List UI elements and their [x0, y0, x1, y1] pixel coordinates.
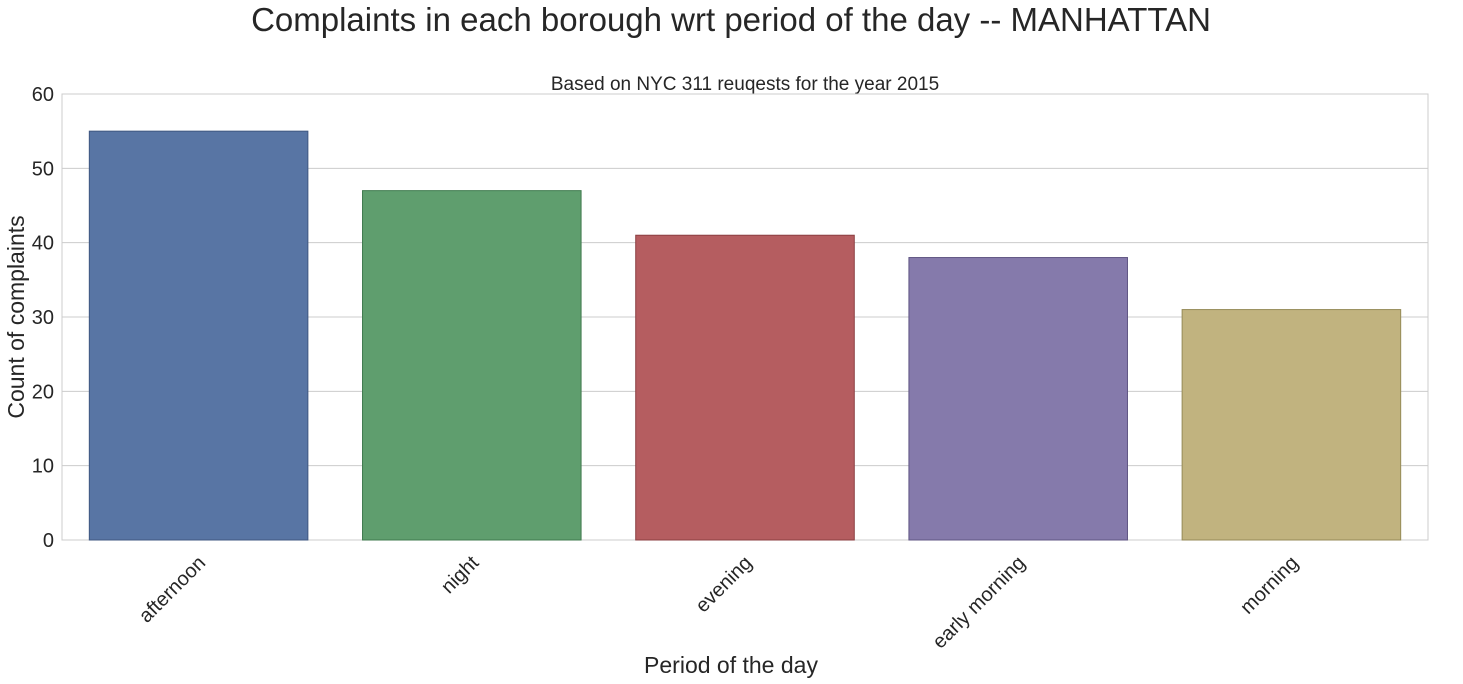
x-tick-label: early morning: [928, 552, 1029, 653]
y-axis-label: Count of complaints: [3, 215, 29, 418]
y-tick-label: 10: [32, 456, 54, 478]
x-tick-label: night: [437, 552, 484, 599]
chart-subtitle: Based on NYC 311 reuqests for the year 2…: [551, 74, 939, 95]
x-axis-label: Period of the day: [644, 652, 818, 678]
x-axis-ticks: afternoon night evening early morning mornin…: [135, 552, 1303, 654]
chart-title: Complaints in each borough wrt period of…: [251, 1, 1211, 38]
x-tick-label: afternoon: [135, 552, 210, 627]
y-tick-label: 30: [32, 307, 54, 329]
y-tick-label: 50: [32, 158, 54, 180]
bar-night: [362, 190, 582, 541]
bar-afternoon: [88, 130, 309, 541]
y-axis-ticks: 0 10 20 30 40 50 60: [32, 84, 54, 552]
y-tick-label: 60: [32, 84, 54, 106]
y-tick-label: 40: [32, 233, 54, 255]
x-tick-label: evening: [691, 552, 756, 617]
bars: [88, 130, 1402, 541]
y-tick-label: 20: [32, 381, 54, 403]
x-tick-label: morning: [1236, 552, 1303, 619]
y-tick-label: 0: [43, 530, 54, 552]
bar-early-morning: [908, 257, 1128, 541]
bar-evening: [635, 234, 855, 541]
bar-morning: [1181, 309, 1402, 541]
